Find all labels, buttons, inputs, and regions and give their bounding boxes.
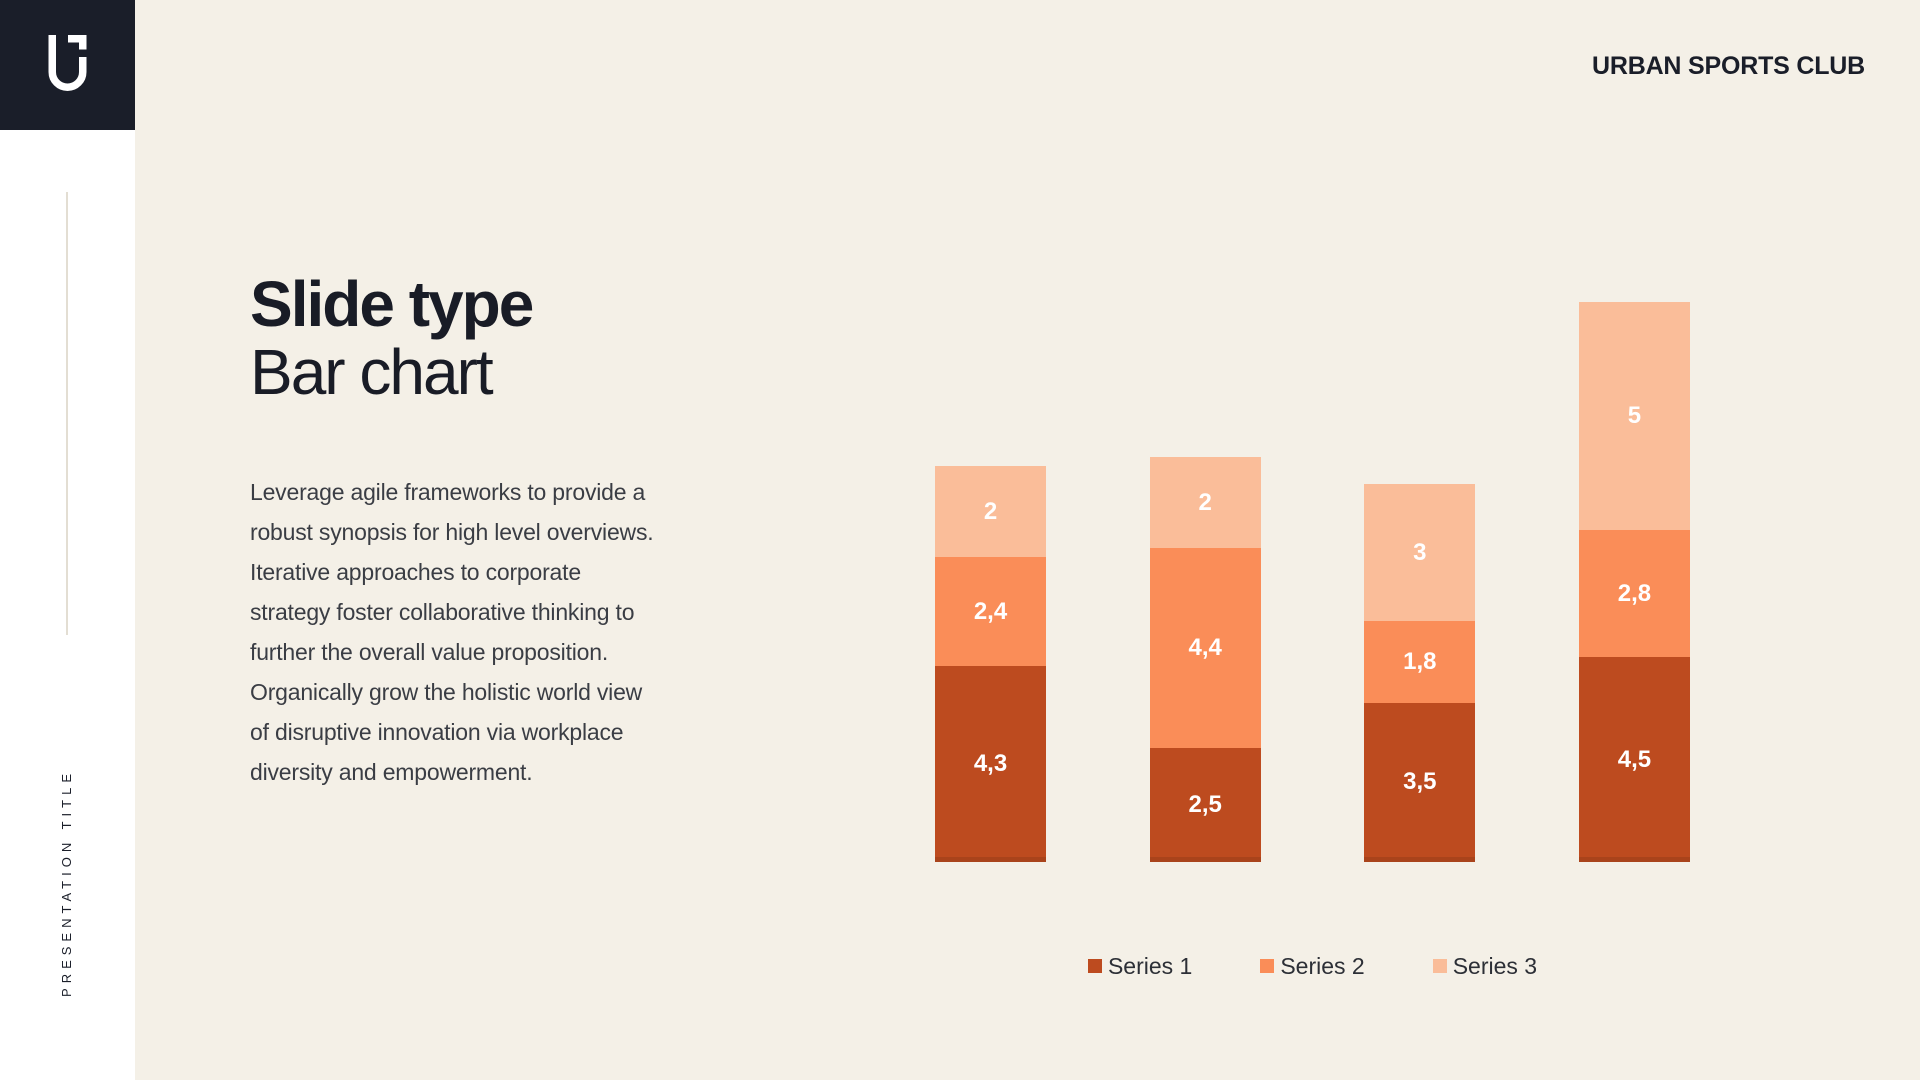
bar-segment-series-1: 2,5	[1149, 748, 1261, 862]
bar-chart-plot: 4,3 2,4 2 2,5 4,4 2 3,5 1,8 3 4,5 2,8 5	[935, 295, 1690, 862]
bar-segment-series-1: 4,3	[935, 666, 1046, 862]
bar-value-label: 4,5	[1617, 745, 1652, 773]
brand-name: URBAN SPORTS CLUB	[1592, 52, 1865, 80]
stacked-bar: 4,3 2,4 2	[935, 466, 1046, 862]
bar-value-label: 3,5	[1403, 768, 1437, 796]
bar-value-label: 2	[983, 497, 998, 525]
bar-segment-series-2: 2,4	[935, 557, 1046, 667]
legend-swatch	[1260, 959, 1275, 973]
slide-title: Slide type Bar chart	[250, 268, 534, 408]
bar-segment-series-1: 4,5	[1578, 657, 1690, 862]
chart-legend: Series 1 Series 2 Series 3	[935, 951, 1690, 981]
bar-value-label: 3	[1413, 538, 1427, 566]
logo-block	[0, 0, 135, 130]
bar-value-label: 2,5	[1188, 791, 1222, 819]
legend-label: Series 3	[1452, 952, 1538, 979]
legend-label: Series 2	[1280, 952, 1365, 979]
legend-label: Series 1	[1107, 952, 1193, 979]
bar-segment-series-3: 5	[1578, 302, 1690, 530]
usc-u-logo-icon	[48, 35, 87, 91]
bar-segment-series-1: 3,5	[1364, 702, 1476, 862]
stacked-bar: 2,5 4,4 2	[1149, 457, 1261, 862]
bar-segment-series-2: 1,8	[1364, 620, 1476, 703]
bar-segment-series-3: 3	[1364, 484, 1476, 621]
vertical-label-wrap: PRESENTATION TITLE	[52, 752, 80, 1014]
bar-value-label: 4,3	[973, 750, 1008, 778]
legend-item-series-3: Series 3	[1432, 952, 1538, 980]
bar-value-label: 2	[1198, 488, 1212, 516]
bar-value-label: 2,4	[973, 597, 1008, 625]
bar-value-label: 4,4	[1188, 634, 1222, 662]
bar-segment-series-2: 2,8	[1578, 529, 1690, 658]
slide-title-line1: Slide type	[250, 268, 534, 340]
slide-title-line2: Bar chart	[250, 336, 494, 408]
bar-segment-series-3: 2	[935, 466, 1046, 558]
body-paragraph: Leverage agile frameworks to provide a r…	[250, 479, 654, 785]
bar-segment-series-3: 2	[1149, 457, 1261, 549]
legend-item-series-1: Series 1	[1087, 952, 1193, 980]
bar-value-label: 2,8	[1617, 579, 1652, 607]
side-rule-line	[66, 192, 68, 635]
stacked-bar: 3,5 1,8 3	[1364, 484, 1476, 862]
presentation-title-vertical-label: PRESENTATION TITLE	[58, 769, 74, 997]
legend-swatch	[1087, 959, 1102, 973]
bar-value-label: 5	[1627, 402, 1642, 430]
bar-value-label: 1,8	[1403, 647, 1437, 675]
stacked-bar: 4,5 2,8 5	[1578, 302, 1690, 862]
legend-swatch	[1432, 959, 1447, 973]
bar-segment-series-2: 4,4	[1149, 548, 1261, 749]
legend-item-series-2: Series 2	[1260, 952, 1365, 980]
